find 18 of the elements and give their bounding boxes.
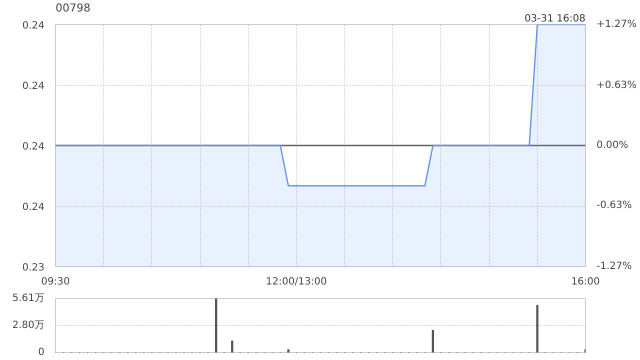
y2-tick-label: +1.27% — [596, 19, 637, 30]
y2-tick-label: -1.27% — [596, 261, 632, 272]
y-tick-label: 0.24 — [22, 202, 44, 213]
y-tick-label: 0.23 — [22, 262, 44, 274]
y-tick-label: 0.24 — [22, 142, 44, 152]
chart-title: 00798 — [56, 2, 90, 14]
text: 03-31 16:08 — [524, 14, 586, 24]
y-tick-label: 0.24 — [22, 20, 44, 32]
y-tick-label: 0.24 — [22, 81, 44, 92]
y-tick-label: 0 — [38, 347, 45, 358]
y2-tick-label: -0.63% — [596, 200, 632, 212]
y2-tick-label: +0.63% — [596, 80, 637, 91]
x-tick-label: 16:00 — [571, 276, 600, 288]
y2-tick-label: 0.00% — [596, 140, 628, 151]
y-tick-label: 5.61万 — [12, 293, 44, 304]
x-tick-label: 12:00/13:00 — [266, 276, 327, 288]
y-tick-label: 2.80万 — [12, 320, 44, 332]
x-tick-label: 09:30 — [41, 276, 70, 288]
